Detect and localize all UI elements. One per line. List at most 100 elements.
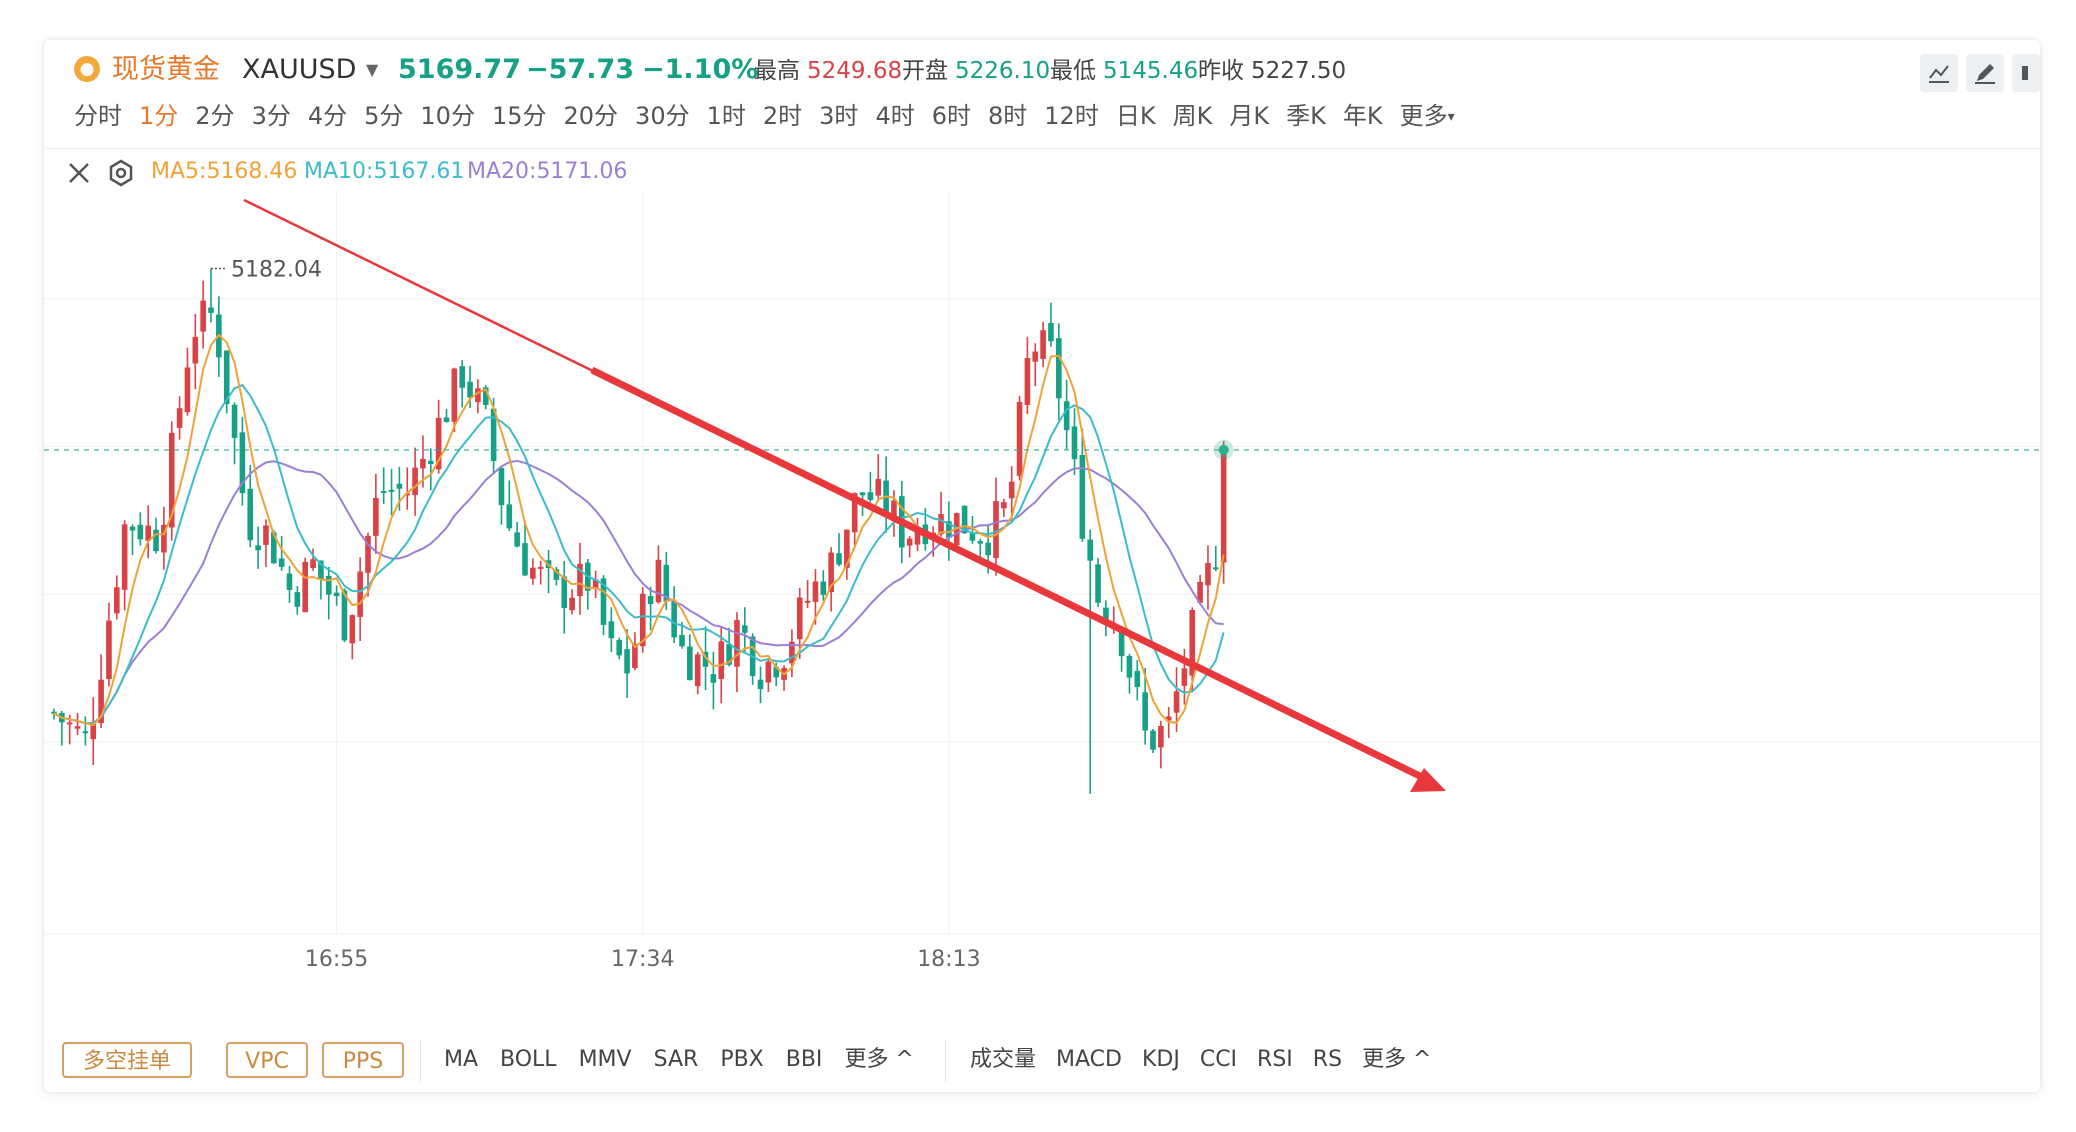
indicator-option[interactable]: RSI — [1257, 1047, 1293, 1072]
chevron-down-icon[interactable]: ▼ — [366, 60, 379, 79]
candle-body — [906, 538, 913, 546]
candle-body — [145, 525, 151, 541]
candle-body — [522, 543, 528, 576]
period-tab[interactable]: 3时 — [819, 102, 859, 130]
divider — [945, 1040, 946, 1082]
candle-body — [537, 566, 544, 569]
period-tab[interactable]: 20分 — [563, 102, 619, 130]
indicator-option[interactable]: MACD — [1056, 1047, 1122, 1072]
candle-body — [286, 573, 293, 590]
period-tab[interactable]: 分时 — [74, 102, 122, 130]
candlestick-chart[interactable]: 16:55 17:34 18:13 5182.04 — [44, 190, 2040, 1036]
indicator-option[interactable]: MA — [444, 1047, 479, 1072]
ma5-legend: MA5:5168.46 — [151, 159, 298, 184]
close-icon[interactable] — [64, 158, 94, 188]
indicator-pill[interactable]: PPS — [322, 1042, 404, 1078]
indicator-option[interactable]: SAR — [653, 1047, 699, 1072]
candle-body — [341, 590, 348, 641]
candle-body — [796, 597, 803, 640]
candle-body — [153, 529, 159, 552]
candle-body — [789, 641, 795, 664]
candle-body — [161, 524, 167, 553]
trend-arrowhead — [1410, 768, 1446, 792]
candle-body — [388, 489, 395, 492]
high-label: 最高 — [754, 58, 800, 84]
period-tab[interactable]: 4时 — [875, 102, 915, 130]
grid: 16:55 17:34 18:13 — [44, 190, 2040, 972]
indicator-pill[interactable]: 多空挂单 — [62, 1042, 192, 1078]
candle-body — [687, 646, 693, 681]
period-tab[interactable]: 月K — [1229, 102, 1270, 130]
period-tab[interactable]: 5分 — [364, 102, 404, 130]
indicator-option[interactable]: 成交量 — [970, 1047, 1037, 1072]
chevron-down-icon: ▾ — [1447, 109, 1455, 125]
indicator-option[interactable]: RS — [1312, 1047, 1343, 1072]
candle-body — [851, 493, 858, 533]
open-label: 开盘 — [902, 58, 948, 84]
indicator-pill[interactable]: VPC — [226, 1042, 308, 1078]
period-tab[interactable]: 10分 — [420, 102, 475, 130]
period-tab[interactable]: 周K — [1172, 102, 1213, 130]
indicator-option[interactable]: 更多 ^ — [844, 1047, 914, 1072]
candle-body — [1165, 716, 1172, 721]
line-chart-icon[interactable] — [1920, 54, 1958, 92]
candle-body — [90, 722, 97, 740]
candle-body — [412, 467, 418, 496]
period-tab[interactable]: 30分 — [635, 102, 690, 130]
indicator-option[interactable]: BBI — [785, 1047, 823, 1072]
indicator-option[interactable]: BOLL — [500, 1047, 557, 1072]
candle-body — [914, 531, 921, 545]
period-tab[interactable]: 2时 — [762, 102, 803, 130]
period-tab[interactable]: 年K — [1342, 102, 1383, 130]
candle-body — [844, 529, 850, 568]
candle-body — [1040, 330, 1046, 359]
candle-body — [1103, 607, 1109, 624]
quote-header: ● 现货黄金 XAUUSD ▼ 5169.77 −57.73 −1.10% 最高… — [44, 40, 2040, 92]
period-tab[interactable]: 1分 — [139, 102, 179, 130]
candle-body — [1008, 481, 1015, 499]
settings-icon[interactable] — [106, 158, 136, 188]
overlay: 5182.04 — [44, 198, 2040, 792]
chart-panel: ● 现货黄金 XAUUSD ▼ 5169.77 −57.73 −1.10% 最高… — [44, 40, 2040, 1092]
x-tick-label: 18:13 — [917, 947, 980, 972]
candle-body — [859, 492, 866, 496]
period-tab[interactable]: 日K — [1115, 102, 1156, 130]
indicator-option[interactable]: KDJ — [1141, 1047, 1180, 1072]
last-price: 5169.77 — [398, 54, 521, 85]
period-tab[interactable]: 3分 — [251, 102, 291, 130]
period-tab[interactable]: 8时 — [988, 102, 1028, 130]
candle-body — [891, 500, 897, 516]
candle-body — [836, 553, 842, 565]
period-tab[interactable]: 6时 — [931, 102, 971, 130]
ma20-legend: MA20:5171.06 — [467, 159, 628, 184]
period-tab[interactable]: 4分 — [307, 102, 348, 130]
pencil-icon[interactable] — [1966, 54, 2004, 92]
candle-body — [1048, 323, 1054, 342]
indicator-option[interactable]: MMV — [578, 1047, 632, 1072]
candle-body — [357, 571, 363, 617]
indicator-bar: 多空挂单 VPC PPS MA BOLL MMV SAR PBX BBI 更多 ^ 成交量 MAC… — [44, 1036, 2040, 1092]
candle-body — [255, 545, 261, 551]
indicator-option[interactable]: PBX — [720, 1047, 764, 1072]
indicator-option[interactable]: CCI — [1199, 1047, 1238, 1072]
indicator-option[interactable]: 更多 ^ — [1362, 1047, 1432, 1072]
period-tab[interactable]: 2分 — [195, 102, 235, 130]
instrument-symbol[interactable]: XAUUSD — [242, 54, 357, 85]
period-tab[interactable]: 更多▾ — [1399, 102, 1455, 130]
candle-body — [514, 532, 520, 547]
period-tab[interactable]: 12时 — [1044, 102, 1099, 130]
instrument-name[interactable]: 现货黄金 — [112, 54, 220, 85]
candle-body — [647, 595, 654, 604]
period-tab[interactable]: 15分 — [491, 102, 547, 130]
more-tools-icon[interactable] — [2012, 54, 2040, 92]
candle-body — [302, 561, 308, 613]
candle-body — [710, 674, 717, 683]
candle-body — [404, 493, 411, 496]
candle-body — [373, 497, 379, 536]
candle-body — [961, 505, 968, 534]
candle-body — [875, 478, 882, 496]
period-tab[interactable]: 1时 — [706, 102, 746, 130]
candle-body — [294, 592, 301, 607]
period-tab[interactable]: 季K — [1286, 102, 1326, 130]
candle-body — [106, 620, 112, 680]
